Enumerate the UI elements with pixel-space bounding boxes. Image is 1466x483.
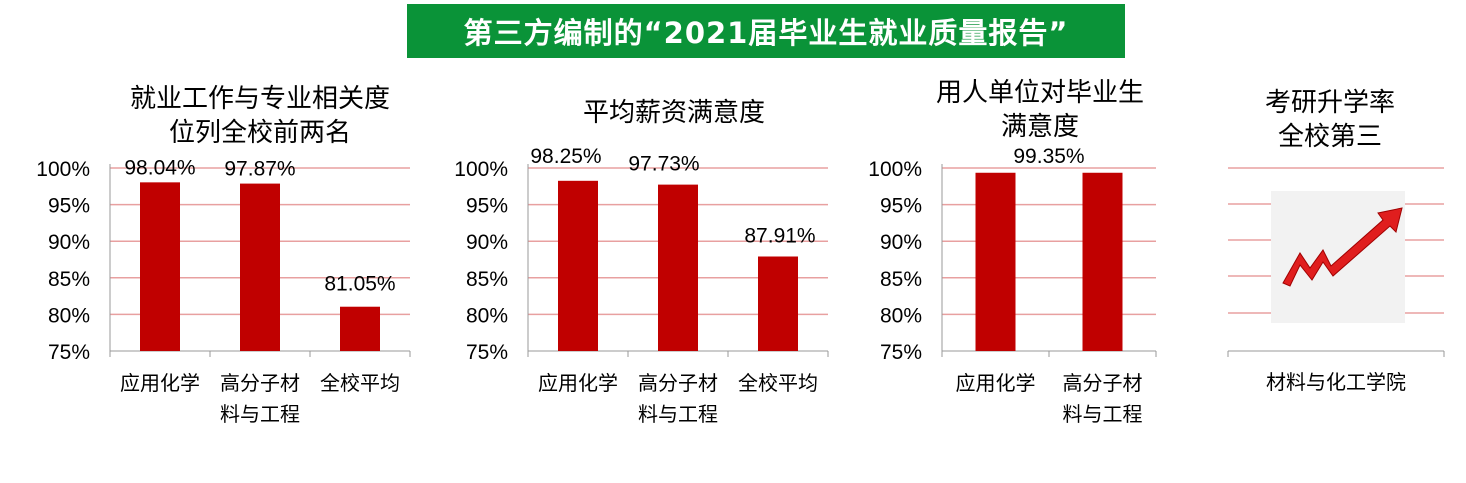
panel3-title-line1: 用人单位对毕业生 <box>935 78 1144 108</box>
y-tick-label: 100% <box>36 158 90 181</box>
bar <box>558 180 598 351</box>
category-label: 全校平均 <box>738 371 818 395</box>
panel1-title-line2: 位列全校前两名 <box>168 118 351 148</box>
panel2-title: 平均薪资满意度 <box>524 96 824 130</box>
category-label: 高分子材 <box>1063 371 1143 395</box>
y-tick-label: 90% <box>466 231 508 254</box>
panel4-title-line2: 全校第三 <box>1277 122 1382 152</box>
y-tick-label: 80% <box>48 304 90 327</box>
y-tick-label: 85% <box>880 268 922 291</box>
data-label: 81.05% <box>324 273 395 296</box>
y-tick-label: 100% <box>454 158 508 181</box>
y-tick-label: 85% <box>466 268 508 291</box>
bar <box>758 256 798 351</box>
panel1-title-line1: 就业工作与专业相关度 <box>129 84 390 114</box>
page-banner: 第三方编制的“2021届毕业生就业质量报告” <box>407 4 1125 58</box>
y-tick-label: 80% <box>466 304 508 327</box>
panel4-category-label: 材料与化工学院 <box>1266 370 1406 394</box>
category-label: 应用化学 <box>538 371 618 395</box>
y-tick-label: 75% <box>466 341 508 364</box>
category-label: 料与工程 <box>638 402 718 426</box>
bar <box>140 182 180 351</box>
category-label: 料与工程 <box>220 402 300 426</box>
y-tick-label: 75% <box>48 341 90 364</box>
data-label: 98.25% <box>530 145 601 168</box>
category-label: 全校平均 <box>320 371 400 395</box>
panel1-title: 就业工作与专业相关度 位列全校前两名 <box>110 82 410 150</box>
category-label: 料与工程 <box>1063 402 1143 426</box>
y-tick-label: 95% <box>880 195 922 218</box>
data-label: 97.73% <box>628 153 699 176</box>
panel4-title-line1: 考研升学率 <box>1264 88 1395 118</box>
y-tick-label: 85% <box>48 268 90 291</box>
category-label: 应用化学 <box>956 371 1036 395</box>
data-label: 99.35% <box>1013 145 1084 168</box>
y-tick-label: 75% <box>880 341 922 364</box>
data-label: 97.87% <box>224 158 295 181</box>
rising-arrow-icon <box>1271 191 1405 323</box>
bar <box>240 183 280 351</box>
y-tick-label: 100% <box>868 158 922 181</box>
y-tick-label: 80% <box>880 304 922 327</box>
y-tick-label: 95% <box>48 195 90 218</box>
bar <box>1082 172 1123 351</box>
bar <box>975 172 1016 351</box>
bar <box>340 306 380 351</box>
panel3-title: 用人单位对毕业生 满意度 <box>890 76 1190 144</box>
y-tick-label: 90% <box>48 231 90 254</box>
y-tick-label: 95% <box>466 195 508 218</box>
panel2-title-line1: 平均薪资满意度 <box>582 98 765 128</box>
category-label: 高分子材 <box>220 371 300 395</box>
panel4-title: 考研升学率 全校第三 <box>1220 86 1440 154</box>
y-tick-label: 90% <box>880 231 922 254</box>
data-label: 87.91% <box>744 224 815 247</box>
category-label: 高分子材 <box>638 371 718 395</box>
data-label: 98.04% <box>124 156 195 179</box>
panel-graduate-study: 材料与化工学院 <box>1227 167 1445 394</box>
bar <box>658 184 698 351</box>
panel3-title-line2: 满意度 <box>1000 112 1079 142</box>
category-label: 应用化学 <box>120 371 200 395</box>
